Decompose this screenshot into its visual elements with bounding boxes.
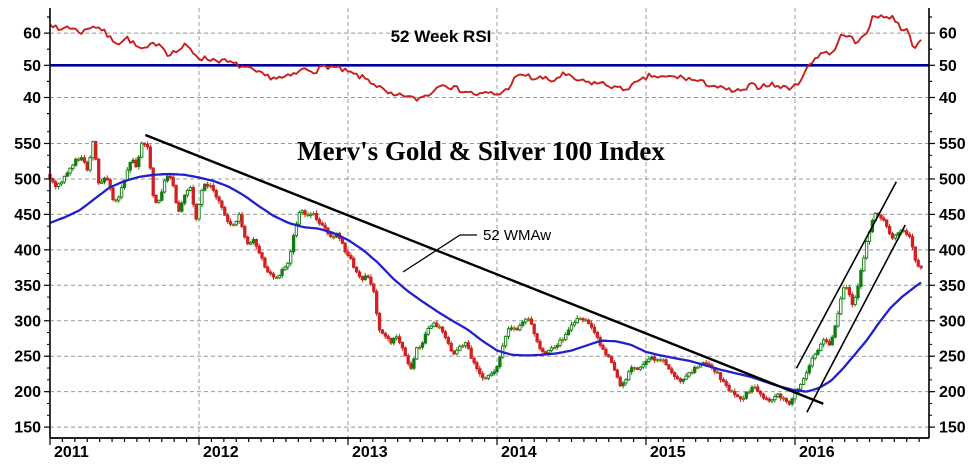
price-ytick-label-right: 450 (939, 207, 966, 224)
year-label: 2015 (650, 444, 686, 461)
price-ytick-label-right: 200 (939, 384, 966, 401)
year-label: 2013 (352, 444, 388, 461)
trendlines (144, 133, 906, 413)
gridlines (50, 8, 929, 438)
year-label: 2012 (203, 444, 239, 461)
axes (44, 8, 935, 445)
chart-title: Merv's Gold & Silver 100 Index (297, 136, 665, 166)
price-ytick-label-left: 250 (14, 349, 41, 366)
price-ytick-label-left: 550 (14, 136, 41, 153)
ma-callout (402, 234, 477, 273)
axis-labels: 40 40 50 50 60 60 150 150 200 200 250 250 300 300 350 3… (14, 26, 966, 461)
price-ytick-label-right: 150 (939, 420, 966, 437)
rsi-line (49, 14, 922, 102)
rsi-panel-title: 52 Week RSI (391, 27, 492, 46)
price-ytick-label-right: 500 (939, 171, 966, 188)
rsi-ytick-label-right: 40 (939, 90, 957, 107)
rsi-ytick-label-left: 40 (23, 90, 41, 107)
up-channel-upper-line (795, 181, 898, 369)
price-ytick-label-left: 300 (14, 313, 41, 330)
rsi-ytick-label-right: 60 (939, 26, 957, 43)
candlesticks (48, 140, 923, 407)
year-label: 2011 (54, 444, 89, 461)
year-label: 2014 (501, 444, 537, 461)
up-channel-lower-line (806, 224, 906, 413)
price-ytick-label-left: 450 (14, 207, 41, 224)
price-ytick-label-left: 200 (14, 384, 41, 401)
ma-callout-line (402, 234, 477, 273)
price-ytick-label-right: 350 (939, 278, 966, 295)
rsi-panel (49, 14, 929, 102)
price-ytick-label-right: 300 (939, 313, 966, 330)
rsi-ytick-label-right: 50 (939, 58, 957, 75)
price-ytick-label-right: 250 (939, 349, 966, 366)
price-ytick-label-left: 400 (14, 242, 41, 259)
price-ytick-label-right: 550 (939, 136, 966, 153)
rsi-ytick-label-left: 50 (23, 58, 41, 75)
rsi-ytick-label-left: 60 (23, 26, 41, 43)
ma-callout-label: 52 WMAw (483, 227, 551, 244)
price-ytick-label-right: 400 (939, 242, 966, 259)
price-ytick-label-left: 350 (14, 278, 41, 295)
chart-render-layers: 40 40 50 50 60 60 150 150 200 200 250 250 300 300 350 3… (14, 8, 966, 461)
year-label: 2016 (799, 444, 835, 461)
downtrend-resistance-line (144, 133, 824, 405)
price-ytick-label-left: 500 (14, 171, 41, 188)
price-ytick-label-left: 150 (14, 420, 41, 437)
